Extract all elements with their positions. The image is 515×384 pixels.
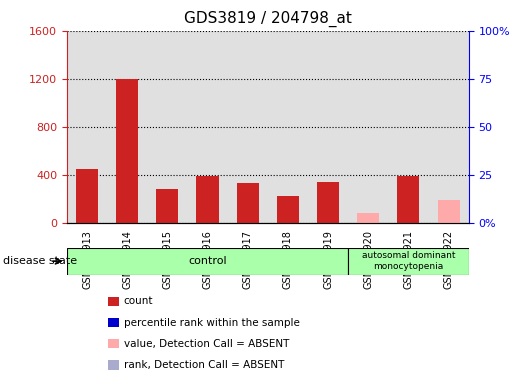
Bar xyxy=(357,213,379,223)
Bar xyxy=(157,189,178,223)
Bar xyxy=(237,183,259,223)
Text: percentile rank within the sample: percentile rank within the sample xyxy=(124,318,300,328)
Bar xyxy=(428,31,469,223)
Title: GDS3819 / 204798_at: GDS3819 / 204798_at xyxy=(184,10,352,26)
Text: value, Detection Call = ABSENT: value, Detection Call = ABSENT xyxy=(124,339,289,349)
Bar xyxy=(116,79,138,223)
Bar xyxy=(147,31,187,223)
Text: autosomal dominant
monocytopenia: autosomal dominant monocytopenia xyxy=(362,252,455,271)
Bar xyxy=(388,31,428,223)
Bar xyxy=(197,176,218,223)
Bar xyxy=(317,182,339,223)
Text: count: count xyxy=(124,296,153,306)
Bar xyxy=(438,200,459,223)
Text: control: control xyxy=(188,256,227,266)
Bar xyxy=(348,31,388,223)
Bar xyxy=(308,31,348,223)
Bar xyxy=(187,31,228,223)
Bar xyxy=(107,31,147,223)
Text: rank, Detection Call = ABSENT: rank, Detection Call = ABSENT xyxy=(124,360,284,370)
Bar xyxy=(76,169,98,223)
Bar xyxy=(277,196,299,223)
Bar xyxy=(348,248,469,275)
Bar xyxy=(67,248,348,275)
Bar xyxy=(398,176,419,223)
Bar xyxy=(67,31,107,223)
Text: disease state: disease state xyxy=(3,256,77,266)
Bar xyxy=(268,31,308,223)
Bar xyxy=(228,31,268,223)
